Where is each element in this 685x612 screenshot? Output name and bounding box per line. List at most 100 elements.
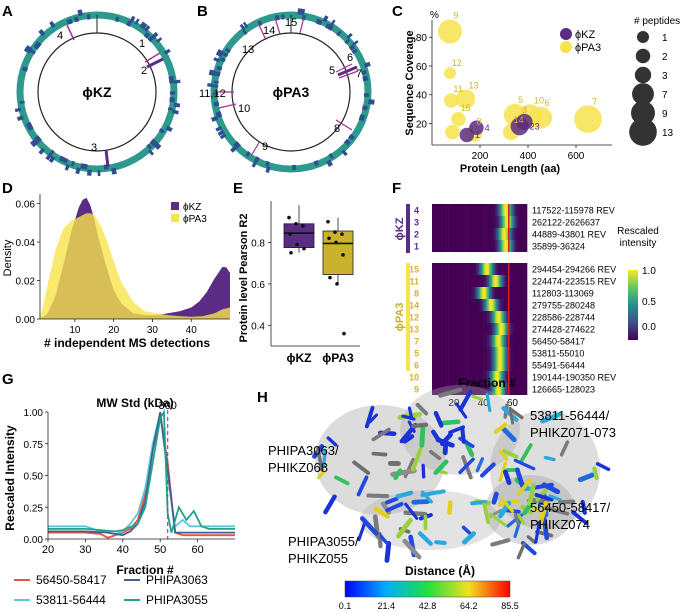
heatmap-cell <box>510 263 513 275</box>
heatmap-cell <box>490 240 493 252</box>
helix-segment <box>498 449 509 462</box>
group-bar-phikz <box>406 204 410 253</box>
heatmap-cell <box>483 299 485 311</box>
heatmap-cell <box>445 323 447 335</box>
heatmap-cell <box>462 228 465 240</box>
heatmap-cell <box>474 275 477 287</box>
heatmap-cell <box>470 383 472 395</box>
gene-mark <box>147 35 155 43</box>
heatmap-cell <box>439 228 442 240</box>
heatmap-cell <box>474 323 477 335</box>
heatmap-cell <box>452 204 455 216</box>
gene-mark <box>300 8 306 16</box>
box-point <box>335 282 339 286</box>
structure-view: PHIPA3063/PHIKZ068 53811-56444/PHIKZ071-0… <box>268 385 616 611</box>
x-axis-label: # independent MS detections <box>44 336 210 350</box>
heatmap-cell <box>478 323 481 335</box>
heatmap-cell <box>449 323 452 335</box>
legend-label: PHIPA3055 <box>146 593 208 607</box>
gene-mark <box>219 57 226 63</box>
heatmap-cell <box>465 228 468 240</box>
heatmap-cell <box>491 323 494 335</box>
heatmap-cell <box>455 299 458 311</box>
gene-mark <box>341 149 348 157</box>
heatmap-cell <box>471 383 474 395</box>
helix-segment <box>488 512 507 527</box>
heatmap-cell <box>505 263 507 275</box>
heatmap-cell <box>456 287 459 299</box>
heatmap-cell <box>437 347 440 359</box>
heatmap-cell <box>468 311 471 323</box>
heatmap-cell <box>440 275 443 287</box>
mw-marker-label: 300 <box>159 400 177 412</box>
heatmap-cell <box>446 371 449 383</box>
heatmap-cell <box>474 263 477 275</box>
heatmap-cell <box>439 204 442 216</box>
heatmap-cell <box>456 263 459 275</box>
heatmap-cell <box>432 240 434 252</box>
heatmap-cell <box>456 323 459 335</box>
heatmap-cell <box>455 228 458 240</box>
heatmap-cell <box>432 311 434 323</box>
gene-mark <box>358 116 365 122</box>
heatmap-cell <box>483 204 485 216</box>
heatmap-cell <box>480 359 482 371</box>
heatmap-cell <box>513 287 516 299</box>
gene-mark <box>38 28 46 37</box>
point-label-phipa3: 9 <box>454 10 459 20</box>
heatmap-cell <box>510 299 513 311</box>
heatmap-cell <box>515 275 518 287</box>
heatmap-cell <box>442 335 444 347</box>
point-label-phipa3: 6 <box>544 98 549 108</box>
heatmap-cell <box>502 335 504 347</box>
heatmap-cell <box>502 383 504 395</box>
heatmap-cell <box>456 299 459 311</box>
heatmap-cell <box>455 347 458 359</box>
heatmap-cell <box>468 204 471 216</box>
helix-segment <box>419 424 426 448</box>
heatmap-cell <box>524 371 526 383</box>
heatmap-cell <box>509 204 512 216</box>
heatmap-cell <box>518 323 520 335</box>
heatmap-cell <box>455 323 458 335</box>
heatmap-cell <box>467 371 469 383</box>
heatmap-cell <box>452 228 455 240</box>
heatmap-cell <box>434 263 437 275</box>
heatmap-cell <box>453 311 456 323</box>
heatmap-cell <box>509 383 512 395</box>
heatmap-cell <box>432 275 434 287</box>
box-point <box>340 232 344 236</box>
x-tick-label: 400 <box>520 151 537 162</box>
heatmap-cell <box>458 204 461 216</box>
heatmap-cell <box>503 287 506 299</box>
heatmap-cell <box>436 216 439 228</box>
heatmap-cell <box>477 287 480 299</box>
heatmap-cell <box>484 323 487 335</box>
heatmap-cell <box>499 275 501 287</box>
heatmap-cell <box>509 216 512 228</box>
heatmap-cell <box>506 347 509 359</box>
row-range-label: 35899-36324 <box>532 242 585 252</box>
helix-segment <box>316 446 324 472</box>
heatmap-cell <box>471 240 474 252</box>
heatmap-cell <box>434 311 437 323</box>
heatmap-cell <box>452 323 455 335</box>
heatmap-cell <box>472 299 475 311</box>
heatmap-cell <box>500 216 503 228</box>
heatmap-cell <box>493 371 496 383</box>
gene-mark <box>70 160 75 167</box>
heatmap-cell <box>491 216 494 228</box>
pearson-boxplot: ϕKZ ϕPA3 0.4 0.6 0.8 Protein level Pearson … <box>238 201 360 365</box>
x-tick-label: 40 <box>117 544 129 556</box>
heatmap-cell <box>497 240 500 252</box>
heatmap-cell <box>516 275 519 287</box>
heatmap-cell <box>509 335 512 347</box>
heatmap-cell <box>494 383 497 395</box>
heatmap-cell <box>474 228 477 240</box>
box-point <box>289 250 293 255</box>
colorbar-tick: 0.5 <box>642 297 656 308</box>
heatmap-cell <box>468 228 471 240</box>
heatmap-cell <box>483 228 485 240</box>
heatmap-cell <box>510 287 513 299</box>
heatmap-cell <box>486 263 488 275</box>
